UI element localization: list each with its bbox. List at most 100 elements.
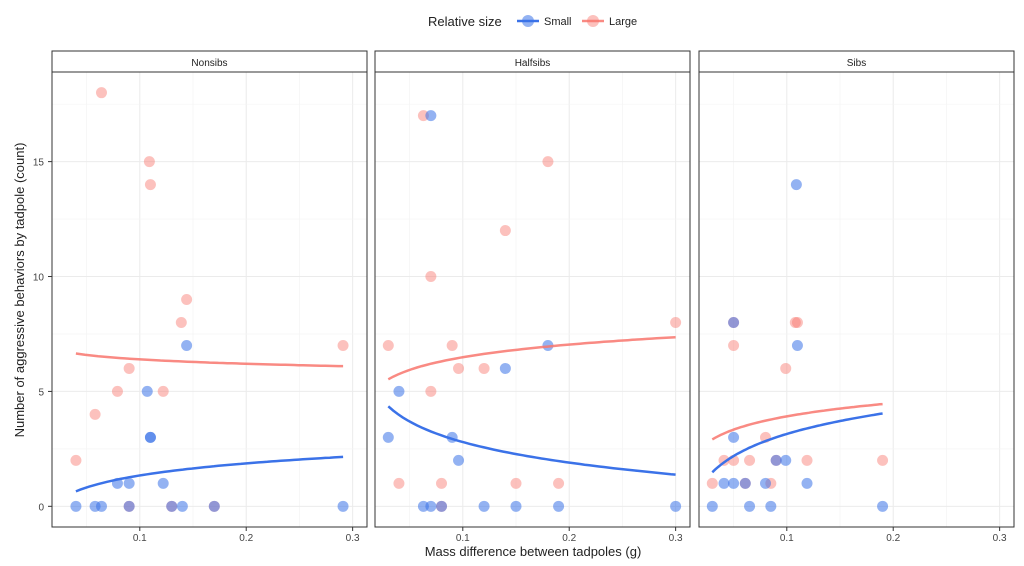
data-point-small <box>181 339 193 351</box>
data-point-large <box>144 179 156 191</box>
data-point-large <box>446 339 458 351</box>
x-tick-label: 0.3 <box>346 533 360 544</box>
data-point-large <box>706 477 718 489</box>
data-point-small <box>208 500 220 512</box>
y-tick-label: 10 <box>33 273 45 284</box>
data-point-large <box>744 454 756 466</box>
data-point-large <box>382 339 394 351</box>
data-point-small <box>791 339 803 351</box>
data-point-small <box>337 500 349 512</box>
data-point-small <box>123 500 135 512</box>
x-axis-label: Mass difference between tadpoles (g) <box>425 544 642 559</box>
data-point-large <box>780 362 792 374</box>
panel-border <box>51 71 368 528</box>
y-tick-label: 15 <box>33 158 45 169</box>
data-point-large <box>181 294 193 305</box>
data-point-small <box>739 477 751 489</box>
fit-line-small <box>711 412 883 474</box>
panel-halfsibs: Halfsibs 0.1 0.2 0.3 <box>374 50 691 544</box>
data-point-small <box>144 431 156 443</box>
data-point-small <box>141 385 153 397</box>
data-point-small <box>425 500 437 512</box>
data-point-large <box>175 316 187 328</box>
data-point-small <box>478 500 490 512</box>
x-tick-label: 0.3 <box>993 533 1007 544</box>
data-point-large <box>157 385 169 397</box>
data-point-small <box>499 362 511 374</box>
data-point-small <box>670 500 682 512</box>
data-point-small <box>877 500 889 512</box>
data-point-small <box>436 500 448 512</box>
fit-line-large <box>75 352 344 368</box>
y-tick-label: 0 <box>38 502 44 513</box>
data-point-small <box>760 477 772 489</box>
fit-line-small <box>387 405 676 476</box>
data-point-large <box>728 339 740 351</box>
data-point-small <box>176 500 188 512</box>
panel-border <box>698 71 1015 528</box>
data-point-large <box>670 316 682 328</box>
data-point-small <box>728 477 740 489</box>
legend-key-large <box>582 15 604 27</box>
data-point-small <box>453 454 465 466</box>
data-point-large <box>89 408 101 420</box>
data-point-large <box>337 339 349 351</box>
legend-title: Relative size <box>428 14 502 29</box>
x-tick-label: 0.1 <box>456 533 470 544</box>
data-point-small <box>728 316 740 328</box>
x-tick-label: 0.1 <box>133 533 147 544</box>
data-point-small <box>728 431 740 443</box>
data-point-large <box>542 156 554 168</box>
fit-line-small <box>75 455 344 493</box>
legend-label-large: Large <box>609 16 637 28</box>
data-point-large <box>553 477 565 489</box>
data-point-small <box>510 500 522 512</box>
data-point-small <box>382 431 394 443</box>
y-axis-label: Number of aggressive behaviors by tadpol… <box>12 143 27 438</box>
data-point-small <box>718 477 730 489</box>
x-tick-label: 0.2 <box>239 533 253 544</box>
data-point-large <box>789 316 801 328</box>
x-tick-label: 0.2 <box>886 533 900 544</box>
data-point-large <box>510 477 522 489</box>
data-point-small <box>765 500 777 512</box>
legend: Relative size Small Large <box>428 14 637 29</box>
data-point-large <box>877 454 889 466</box>
data-point-small <box>801 477 813 489</box>
fit-line-large <box>711 402 883 441</box>
data-point-small <box>553 500 565 512</box>
legend-key-small <box>517 15 539 27</box>
facet-title: Nonsibs <box>191 58 227 69</box>
panel-border <box>374 71 691 528</box>
fit-line-large <box>387 335 676 381</box>
data-point-small <box>744 500 756 512</box>
data-point-small <box>706 500 718 512</box>
facet-title: Sibs <box>847 58 866 69</box>
x-tick-label: 0.3 <box>669 533 683 544</box>
panel-sibs: Sibs 0.1 0.2 0.3 <box>698 50 1015 544</box>
data-point-small <box>166 500 178 512</box>
data-point-large <box>436 477 448 489</box>
data-point-large <box>70 454 82 466</box>
data-point-small <box>95 500 107 512</box>
data-point-small <box>425 110 437 122</box>
data-point-small <box>157 477 169 489</box>
data-point-large <box>111 385 123 397</box>
data-point-large <box>478 362 490 374</box>
data-point-small <box>70 500 82 512</box>
panel-nonsibs: Nonsibs 0.1 0.2 0.3 <box>51 50 368 544</box>
data-point-large <box>393 477 405 489</box>
data-point-small <box>780 454 792 466</box>
x-tick-label: 0.1 <box>780 533 794 544</box>
data-point-large <box>499 225 511 237</box>
data-point-large <box>791 316 803 328</box>
y-tick-label: 5 <box>38 387 44 398</box>
data-point-large <box>143 156 155 168</box>
data-point-small <box>770 454 782 466</box>
data-point-large <box>425 271 437 283</box>
data-point-large <box>95 87 107 99</box>
data-point-large <box>801 454 813 466</box>
data-point-small <box>393 385 405 397</box>
data-point-small <box>790 179 802 191</box>
